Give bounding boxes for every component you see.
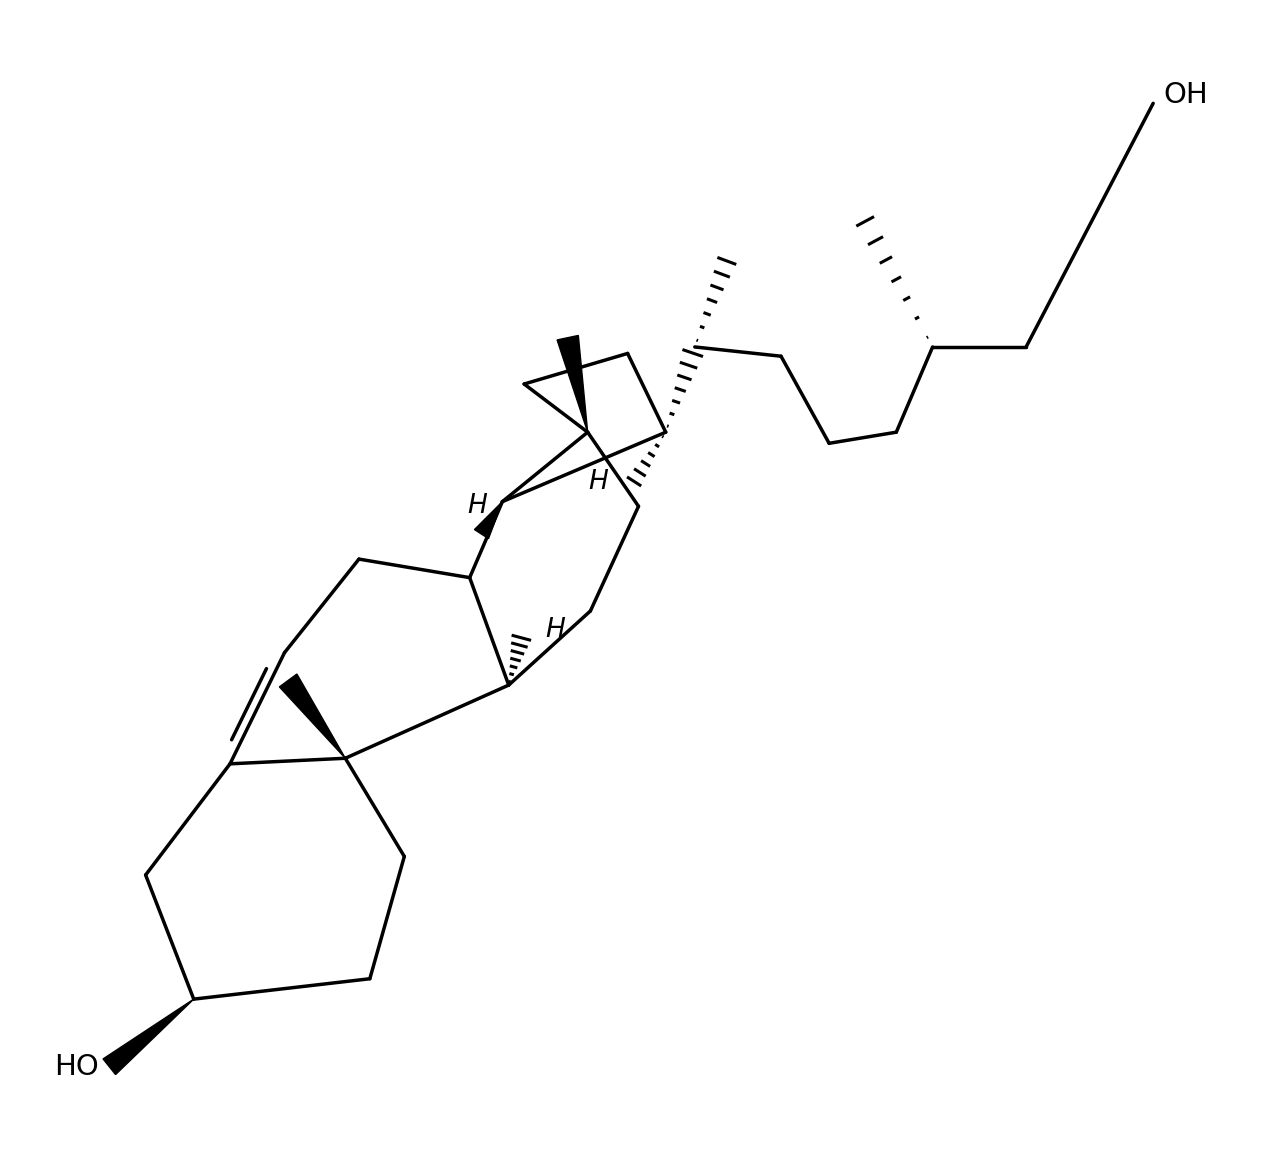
Text: HO: HO	[54, 1053, 99, 1081]
Polygon shape	[557, 335, 588, 432]
Text: OH: OH	[1163, 81, 1208, 109]
Polygon shape	[279, 674, 345, 759]
Text: H: H	[467, 493, 488, 519]
Text: H: H	[588, 468, 607, 494]
Polygon shape	[475, 501, 502, 539]
Text: H: H	[546, 617, 565, 643]
Polygon shape	[103, 999, 194, 1075]
